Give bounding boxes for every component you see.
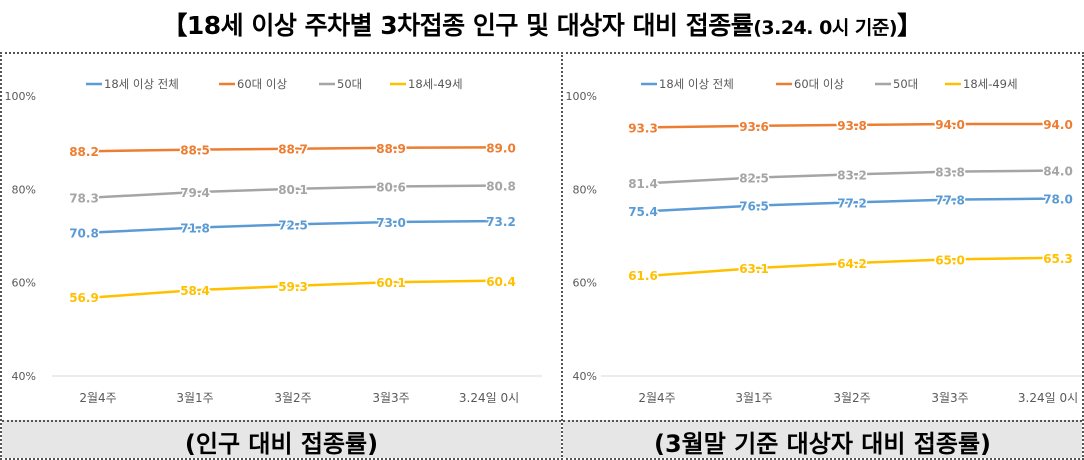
- data-label: 88.2: [69, 145, 99, 159]
- data-label: 64.2: [837, 257, 867, 271]
- data-label: 65.0: [935, 253, 965, 267]
- chart-caption-target: (3월말 기준 대상자 대비 접종률): [563, 420, 1082, 458]
- data-label: 77.8: [935, 194, 965, 208]
- data-label: 80.6: [376, 181, 406, 195]
- data-label: 61.6: [628, 269, 658, 283]
- y-tick-label: 100%: [5, 90, 36, 103]
- data-label: 82.5: [739, 172, 769, 186]
- x-tick-label: 3월2주: [274, 391, 311, 405]
- series-line: [97, 146, 490, 153]
- data-label: 59.3: [278, 280, 308, 294]
- x-tick-label: 2월4주: [638, 391, 675, 405]
- legend-entry: 60대 이상: [237, 77, 287, 91]
- y-tick-label: 40%: [573, 370, 597, 383]
- data-label: 58.4: [180, 284, 210, 298]
- y-tick-label: 60%: [573, 277, 597, 290]
- data-label: 80.1: [278, 183, 308, 197]
- data-label: 63.1: [739, 262, 769, 276]
- legend-entry: 18세 이상 전체: [104, 77, 179, 91]
- line-chart-target: 40% 60% 80% 100% 2월4주 3월1주 3월2주 3월3주 3.24일 0시 18세…: [566, 77, 1082, 405]
- legend-entry: 18세-49세: [408, 77, 463, 91]
- x-tick-label: 3월1주: [735, 391, 772, 405]
- series-line: [97, 279, 490, 299]
- chart-panel-population: 40% 60% 80% 100% 2월4주 3월1주 3월2주 3월3주 3.24일 0시 18세…: [0, 52, 563, 460]
- y-tick-label: 60%: [12, 277, 36, 290]
- legend-entry: 18세-49세: [963, 77, 1018, 91]
- chart-caption-population: (인구 대비 접종률): [2, 420, 561, 458]
- data-label: 94.0: [935, 118, 965, 132]
- data-label: 80.8: [486, 180, 516, 194]
- data-label: 56.9: [69, 291, 99, 305]
- data-label: 88.9: [376, 142, 406, 156]
- y-tick-label: 80%: [573, 183, 597, 196]
- x-tick-label: 3.24일 0시: [1018, 391, 1078, 405]
- legend-entry: 50대: [893, 77, 918, 91]
- series-line: [656, 122, 1048, 129]
- series-line: [656, 197, 1049, 213]
- y-tick-label: 40%: [12, 370, 36, 383]
- data-label: 71.8: [180, 222, 210, 236]
- data-label: 70.8: [69, 226, 99, 240]
- data-label: 93.3: [628, 121, 658, 135]
- title-main: 【18세 이상 주차별 3차접종 인구 및 대상자 대비 접종률: [162, 11, 754, 40]
- data-label: 72.5: [278, 218, 308, 232]
- data-label: 75.4: [628, 205, 658, 219]
- line-chart-population: 40% 60% 80% 100% 2월4주 3월1주 3월2주 3월3주 3.24일 0시 18세…: [5, 77, 542, 405]
- data-label: 93.6: [739, 120, 769, 134]
- legend-entry: 60대 이상: [794, 77, 844, 91]
- title-date: (3.24. 0시 기준): [753, 17, 898, 39]
- data-label: 77.2: [837, 196, 867, 210]
- title-close: 】: [897, 11, 922, 40]
- data-label: 73.2: [486, 215, 516, 229]
- legend-entry: 50대: [337, 77, 362, 91]
- x-tick-label: 3월3주: [931, 391, 968, 405]
- data-label: 88.7: [278, 143, 308, 157]
- data-label: 83.2: [837, 168, 867, 182]
- x-tick-label: 3월2주: [833, 391, 870, 405]
- data-label: 81.4: [628, 177, 658, 191]
- data-label: 78.3: [69, 191, 99, 205]
- data-label: 73.0: [376, 216, 406, 230]
- data-label: 76.5: [739, 200, 769, 214]
- y-tick-label: 100%: [566, 90, 597, 103]
- y-tick-label: 80%: [12, 183, 36, 196]
- x-tick-label: 3월1주: [176, 391, 213, 405]
- data-label: 83.8: [935, 166, 965, 180]
- legend-entry: 18세 이상 전체: [659, 77, 734, 91]
- data-label: 78.0: [1043, 193, 1073, 207]
- page-title: 【18세 이상 주차별 3차접종 인구 및 대상자 대비 접종률(3.24. 0…: [0, 6, 1084, 42]
- data-label: 93.8: [837, 119, 867, 133]
- data-label: 60.1: [376, 276, 406, 290]
- x-tick-label: 3월3주: [372, 391, 409, 405]
- series-line: [656, 256, 1049, 277]
- data-label: 89.0: [486, 141, 516, 155]
- data-label: 79.4: [180, 186, 210, 200]
- x-tick-label: 3.24일 0시: [459, 391, 519, 405]
- data-label: 94.0: [1043, 118, 1073, 132]
- data-label: 65.3: [1043, 252, 1073, 266]
- series-line: [97, 184, 490, 199]
- data-label: 84.0: [1043, 165, 1073, 179]
- data-label: 60.4: [486, 275, 516, 289]
- series-line: [97, 219, 490, 234]
- series-line: [656, 169, 1049, 185]
- data-label: 88.5: [180, 144, 210, 158]
- chart-panel-target: 40% 60% 80% 100% 2월4주 3월1주 3월2주 3월3주 3.24일 0시 18세…: [561, 52, 1084, 460]
- x-tick-label: 2월4주: [79, 391, 116, 405]
